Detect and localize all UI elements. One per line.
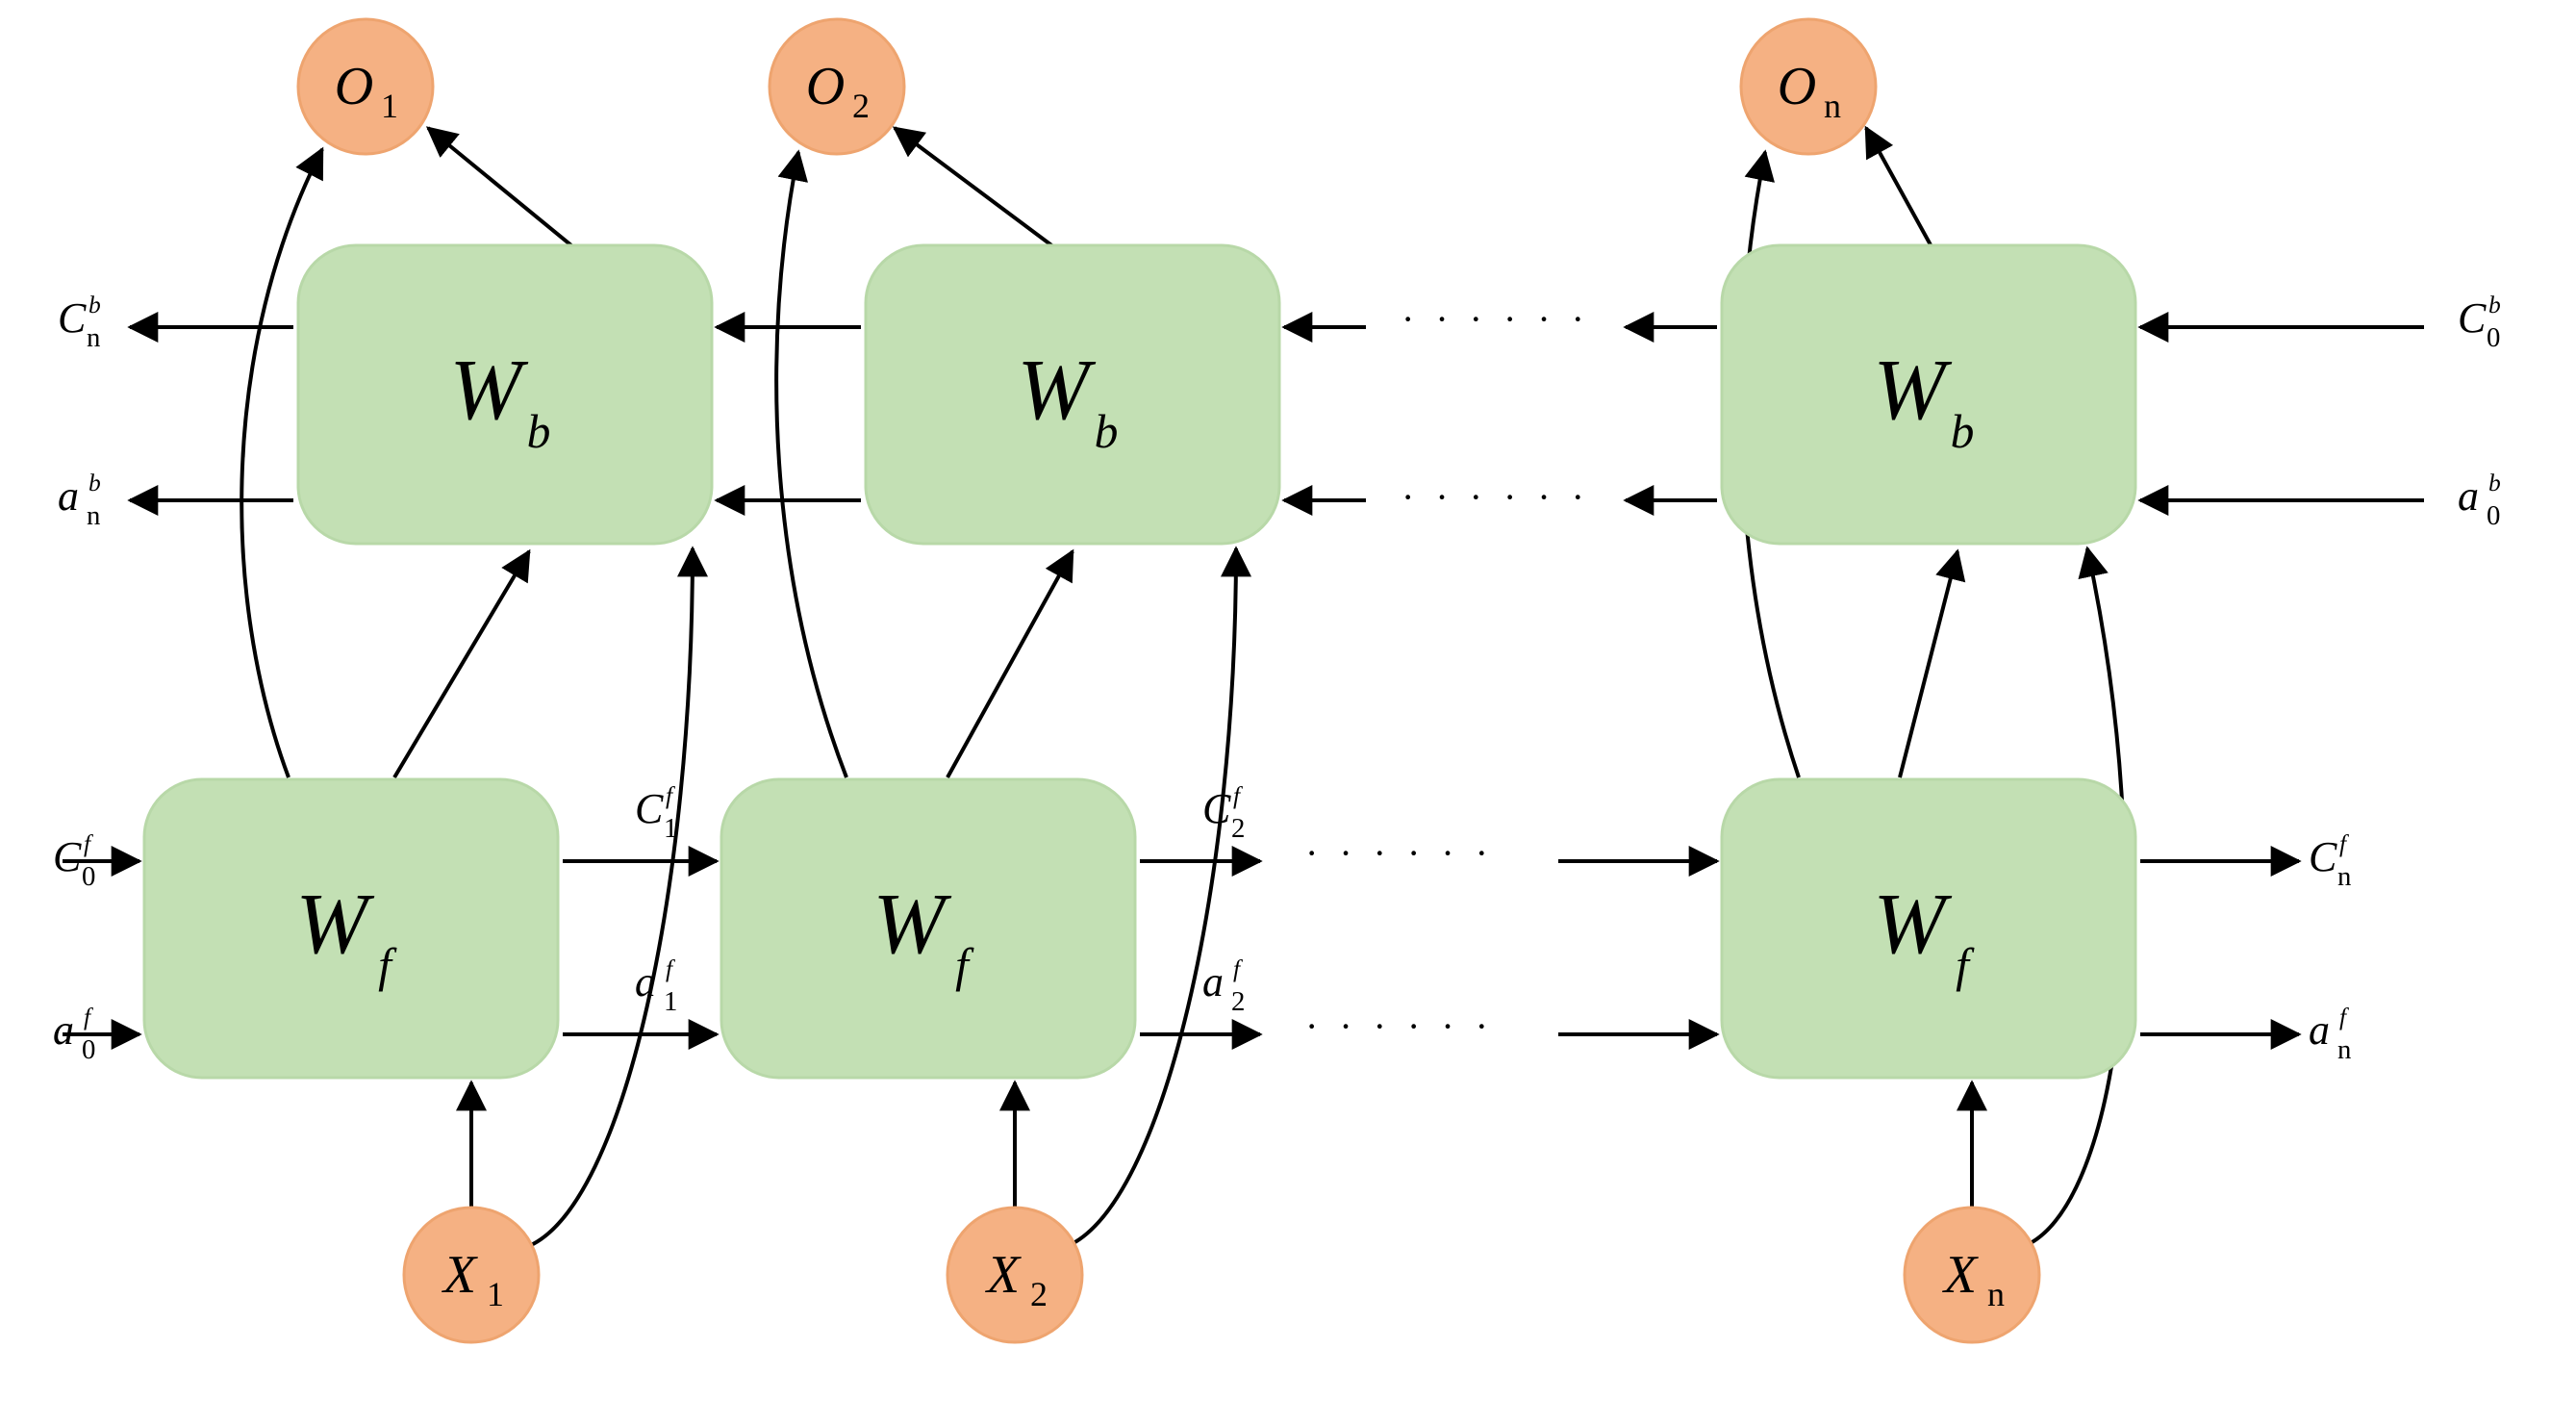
node-sub-o2: 2 bbox=[852, 87, 870, 125]
edge-label-Cb0: C bbox=[2458, 294, 2487, 342]
edge-sup-afn: f bbox=[2339, 1003, 2350, 1031]
ellipsis: · · · · · · bbox=[1402, 297, 1590, 341]
block-label-wf3: W bbox=[1874, 877, 1953, 972]
edge-sub-Cf2: 2 bbox=[1231, 813, 1245, 844]
edge-label-Cfn: C bbox=[2309, 833, 2337, 880]
node-label-o2: O bbox=[806, 57, 845, 116]
edge-label-af0: a bbox=[53, 1006, 74, 1054]
block-label-wb1: W bbox=[450, 343, 529, 438]
block-label-wb2: W bbox=[1018, 343, 1097, 438]
edge-sup-af0: f bbox=[84, 1003, 94, 1031]
edge bbox=[428, 128, 577, 250]
edge-sup-Cbn: b bbox=[88, 291, 101, 318]
edge bbox=[1866, 128, 1933, 250]
circles-layer: O1O2OnX1X2Xn bbox=[298, 19, 2039, 1342]
node-sub-x1: 1 bbox=[487, 1275, 504, 1313]
edge-label-Cf2: C bbox=[1202, 785, 1231, 832]
node-sub-on: n bbox=[1824, 87, 1841, 125]
edge bbox=[947, 551, 1073, 777]
block-sub-wb2: b bbox=[1095, 405, 1119, 458]
edge-sub-af1: 1 bbox=[664, 986, 677, 1017]
node-label-x1: X bbox=[442, 1245, 479, 1305]
edge-sup-ab0: b bbox=[2488, 469, 2501, 496]
ellipsis: · · · · · · bbox=[1402, 475, 1590, 519]
edge-label-ab0: a bbox=[2458, 472, 2479, 520]
edge-sub-af0: 0 bbox=[82, 1034, 95, 1065]
node-sub-o1: 1 bbox=[381, 87, 398, 125]
edge-label-af1: a bbox=[635, 958, 656, 1005]
edge-sub-abn: n bbox=[87, 500, 100, 531]
edge-sup-Cb0: b bbox=[2488, 291, 2501, 318]
block-sub-wb1: b bbox=[527, 405, 551, 458]
edge-label-af2: a bbox=[1202, 958, 1224, 1005]
edge-sup-abn: b bbox=[88, 469, 101, 496]
node-sub-x2: 2 bbox=[1030, 1275, 1048, 1313]
blocks-layer: WbWbWbWfWfWf bbox=[144, 245, 2135, 1078]
node-label-o1: O bbox=[335, 57, 373, 116]
node-label-on: O bbox=[1778, 57, 1816, 116]
node-sub-xn: n bbox=[1987, 1275, 2005, 1313]
edge-sub-Cf0: 0 bbox=[82, 861, 95, 892]
edge-curve bbox=[776, 152, 846, 777]
edge-sub-Cbn: n bbox=[87, 322, 100, 353]
bilstm-diagram: WbWbWbWfWfWf O1O2OnX1X2Xn CnbanbC0ba0bC0… bbox=[0, 0, 2576, 1425]
edge-sub-Cfn: n bbox=[2337, 861, 2351, 892]
node-label-xn: X bbox=[1942, 1245, 1980, 1305]
edge-label-abn: a bbox=[58, 472, 79, 520]
edge-label-afn: a bbox=[2309, 1006, 2330, 1054]
block-label-wb3: W bbox=[1874, 343, 1953, 438]
edge-sub-Cf1: 1 bbox=[664, 813, 677, 844]
edge-sup-Cf0: f bbox=[84, 829, 94, 857]
ellipsis: · · · · · · bbox=[1305, 1005, 1494, 1048]
edge-sub-ab0: 0 bbox=[2487, 500, 2500, 531]
edge-sub-afn: n bbox=[2337, 1034, 2351, 1065]
edge-label-Cbn: C bbox=[58, 294, 87, 342]
edge-sub-Cb0: 0 bbox=[2487, 322, 2500, 353]
block-label-wf1: W bbox=[296, 877, 375, 972]
ellipsis: · · · · · · bbox=[1305, 831, 1494, 875]
edge-sub-af2: 2 bbox=[1231, 986, 1245, 1017]
node-label-x2: X bbox=[985, 1245, 1023, 1305]
edge-sup-af2: f bbox=[1233, 954, 1244, 982]
edge bbox=[895, 128, 1058, 250]
edge-label-Cf1: C bbox=[635, 785, 664, 832]
edge-sup-Cf2: f bbox=[1233, 781, 1244, 809]
edge-sup-Cfn: f bbox=[2339, 829, 2350, 857]
edge-label-Cf0: C bbox=[53, 833, 82, 880]
edge bbox=[1900, 551, 1957, 777]
edge-sup-Cf1: f bbox=[666, 781, 676, 809]
edge bbox=[394, 551, 529, 777]
block-label-wf2: W bbox=[873, 877, 952, 972]
block-sub-wb3: b bbox=[1951, 405, 1975, 458]
edge-sup-af1: f bbox=[666, 954, 676, 982]
